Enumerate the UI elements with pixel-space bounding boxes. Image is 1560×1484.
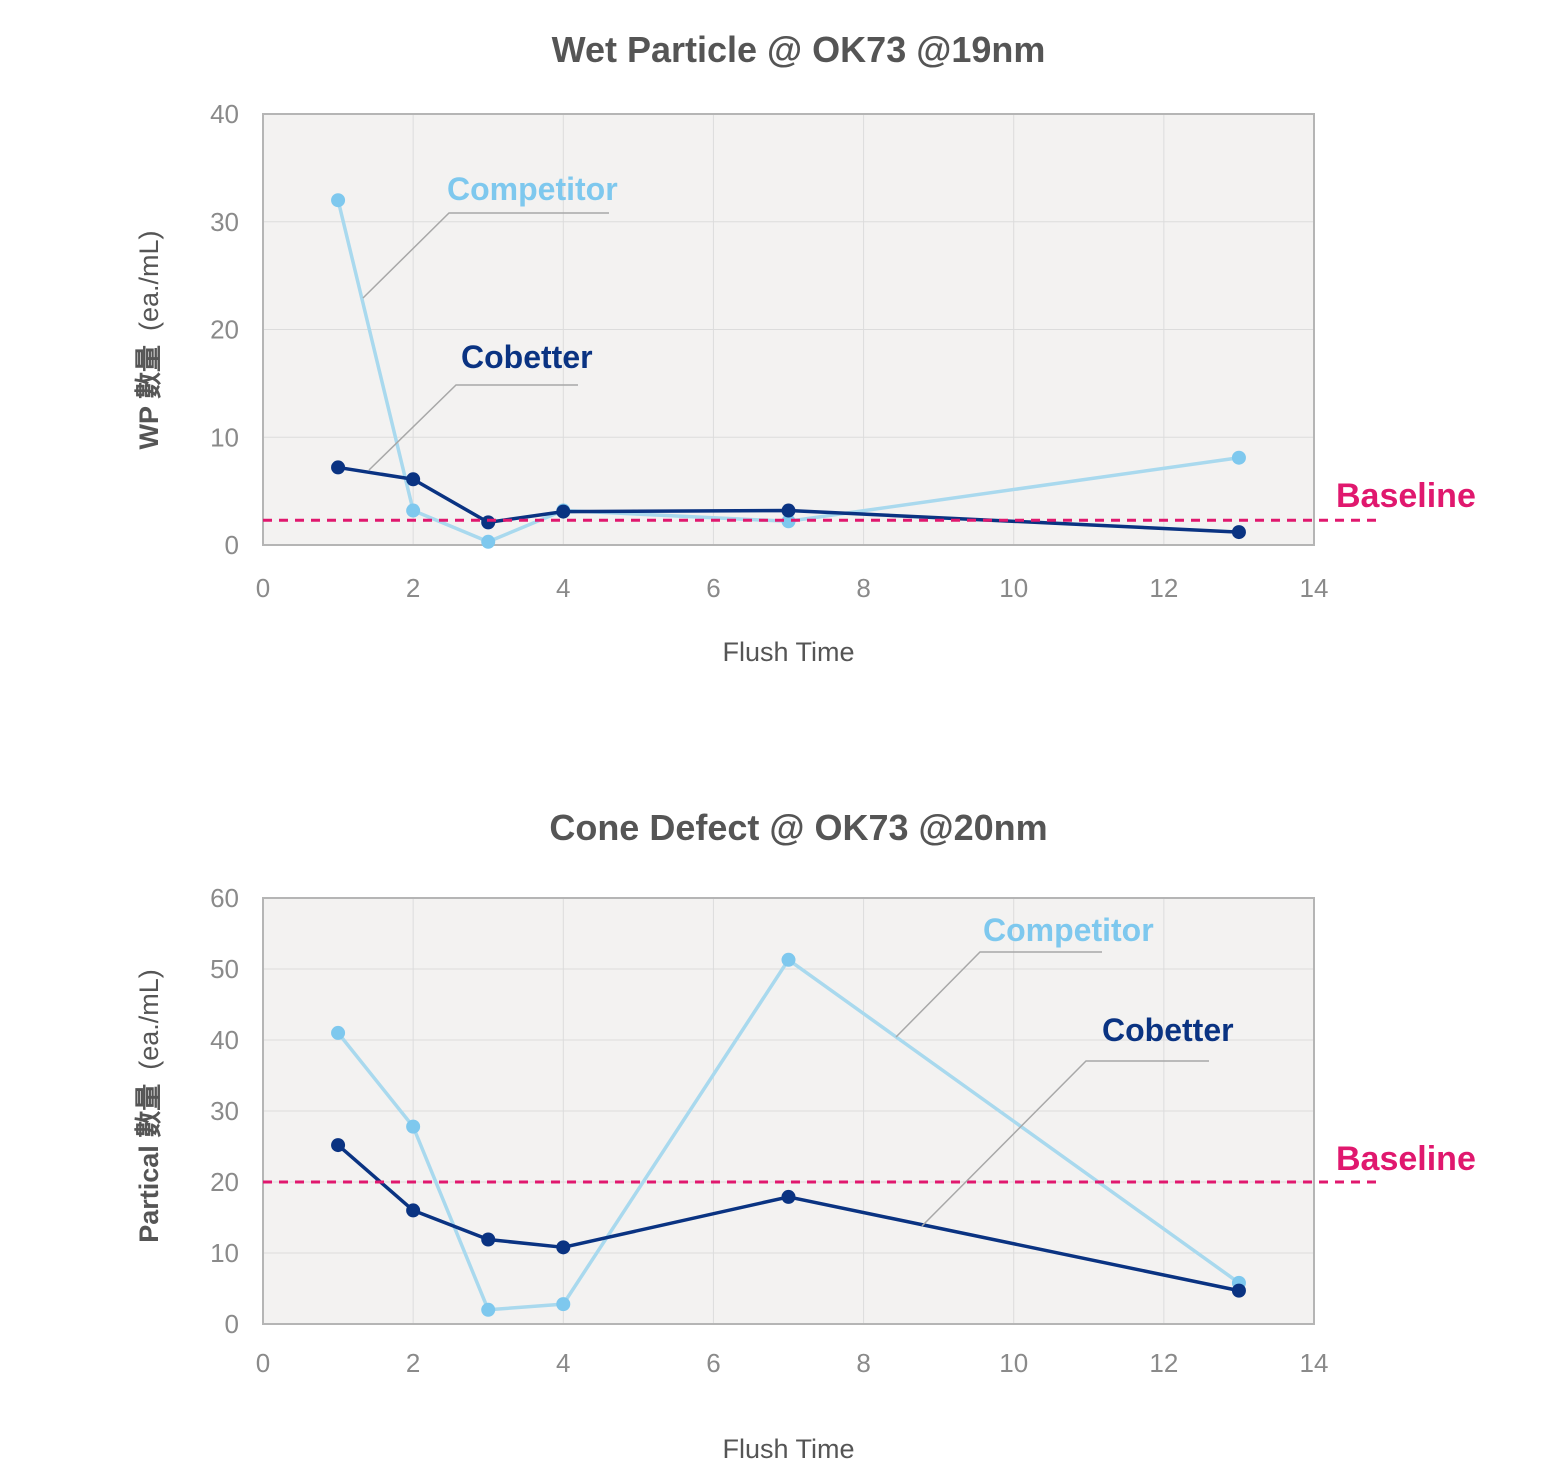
y-axis-label-unit: (ea./mL) [134, 969, 164, 1070]
competitor-series-label: Competitor [983, 912, 1154, 948]
competitor-data-point [406, 1119, 421, 1134]
competitor-data-point [556, 1297, 571, 1312]
x-tick-label: 4 [556, 1348, 570, 1378]
x-axis-label: Flush Time [722, 637, 854, 667]
x-tick-label: 6 [706, 573, 720, 603]
y-tick-label: 20 [210, 315, 239, 345]
y-axis-label-main: Partical 數量 [134, 1084, 164, 1243]
cobetter-data-point [781, 1189, 796, 1204]
y-tick-label: 10 [210, 1238, 239, 1268]
cobetter-series-label: Cobetter [1102, 1012, 1234, 1048]
cobetter-data-point [406, 472, 421, 487]
y-axis-label: Partical 數量 (ea./mL) [134, 969, 164, 1243]
y-tick-label: 20 [210, 1167, 239, 1197]
cobetter-label-leader [368, 384, 578, 471]
competitor-data-point [331, 1025, 346, 1040]
plot-frame [262, 897, 1315, 1325]
cobetter-series-line [337, 465, 1240, 534]
x-tick-label: 10 [999, 573, 1028, 603]
y-axis-label-main: WP 數量 [134, 345, 164, 450]
competitor-data-point [781, 952, 796, 967]
competitor-data-point [331, 193, 346, 208]
x-tick-label: 8 [856, 1348, 870, 1378]
cobetter-data-point [331, 460, 346, 475]
cobetter-data-point [556, 504, 571, 519]
competitor-label-leader [895, 951, 1102, 1038]
x-tick-label: 0 [256, 573, 270, 603]
competitor-label-leader [362, 212, 609, 299]
y-tick-label: 30 [210, 207, 239, 237]
y-axis-label: WP 數量 (ea./mL) [134, 230, 164, 449]
cobetter-label-leader [921, 1060, 1209, 1227]
x-tick-label: 14 [1300, 1348, 1329, 1378]
x-tick-label: 12 [1149, 573, 1178, 603]
x-tick-label: 6 [706, 1348, 720, 1378]
x-tick-label: 0 [256, 1348, 270, 1378]
competitor-data-point [781, 514, 796, 529]
y-tick-label: 10 [210, 422, 239, 452]
cobetter-data-point [406, 1203, 421, 1218]
x-axis-label: Flush Time [722, 1434, 854, 1464]
y-tick-label: 0 [225, 1309, 239, 1339]
chart-title: Wet Particle @ OK73 @19nm [552, 29, 1046, 70]
competitor-data-point [481, 534, 496, 549]
competitor-data-point [1231, 450, 1246, 465]
competitor-series-label: Competitor [447, 171, 618, 207]
y-tick-label: 60 [210, 883, 239, 913]
y-tick-label: 0 [225, 530, 239, 560]
chart-title: Cone Defect @ OK73 @20nm [549, 807, 1047, 848]
x-tick-label: 2 [406, 573, 420, 603]
x-tick-label: 10 [999, 1348, 1028, 1378]
wet-particle-chart: Wet Particle @ OK73 @19nm 0 2 4 6 8 10 12 14 0 10 2… [134, 29, 1476, 667]
x-tick-label: 14 [1300, 573, 1329, 603]
y-tick-label: 50 [210, 954, 239, 984]
x-tick-label: 12 [1149, 1348, 1178, 1378]
plot-frame [262, 113, 1315, 546]
y-axis-label-unit: (ea./mL) [134, 230, 164, 331]
y-tick-label: 40 [210, 1025, 239, 1055]
y-tick-label: 30 [210, 1096, 239, 1126]
cobetter-data-point [1231, 525, 1246, 540]
competitor-data-point [406, 503, 421, 518]
cobetter-data-point [481, 1232, 496, 1247]
cobetter-data-point [331, 1138, 346, 1153]
baseline-label: Baseline [1336, 1140, 1476, 1178]
x-tick-label: 8 [856, 573, 870, 603]
y-tick-label: 40 [210, 99, 239, 129]
cobetter-data-point [481, 515, 496, 530]
competitor-series-line [336, 958, 1240, 1312]
x-tick-label: 2 [406, 1348, 420, 1378]
cobetter-data-point [781, 503, 796, 518]
cone-defect-chart: Cone Defect @ OK73 @20nm 0 2 4 6 8 10 12 14 0 10 20… [134, 807, 1476, 1464]
cobetter-data-point [1231, 1283, 1246, 1298]
cobetter-series-label: Cobetter [461, 339, 593, 375]
competitor-data-point [481, 1302, 496, 1317]
baseline-label: Baseline [1336, 477, 1476, 515]
cobetter-data-point [556, 1240, 571, 1255]
cobetter-series-line [336, 1143, 1240, 1293]
competitor-series-line [336, 199, 1240, 544]
x-tick-label: 4 [556, 573, 570, 603]
